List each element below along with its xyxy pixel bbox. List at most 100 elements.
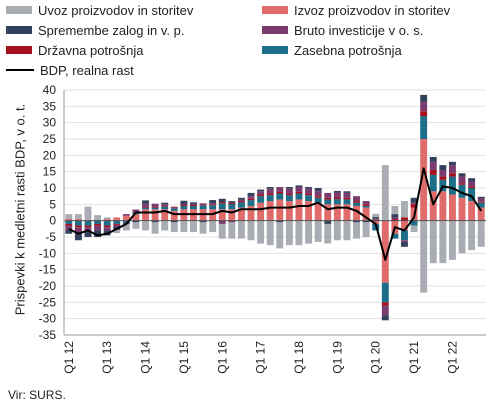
bar-segment-uvoz [218,223,226,239]
bar-segment-izvoz [333,204,341,221]
bar-segment-izvoz [237,207,245,221]
bar-segment-zasebna [170,208,178,211]
bar-segment-izvoz [218,209,226,221]
bar-segment-zasebna [199,205,207,210]
bar-segment-zaloge [343,191,351,193]
bar-segment-uvoz [161,220,169,231]
gridlines [64,89,486,336]
gdp-line [68,167,483,261]
bar-segment-izvoz [266,201,274,221]
legend-swatch-uvoz [6,6,32,14]
bar-segment-bruto [410,202,418,205]
bar-segment-zasebna [429,174,437,192]
x-tick-label: Q1 16 [215,341,229,374]
bar-segment-bruto [468,181,476,187]
y-tick-label: 25 [43,132,57,146]
bar-segment-drzavna [362,204,370,206]
bar-segment-izvoz [228,209,236,221]
bar-segment-bruto [257,191,265,195]
bar-segment-izvoz [324,204,332,221]
bar-segment-izvoz [362,207,370,221]
bar-segment-zasebna [285,195,293,202]
bar-segment-izvoz [161,209,169,221]
bar-segment-bruto [266,188,274,194]
bar-segment-uvoz [190,220,197,233]
bar-segment-zasebna [228,204,236,210]
bar-segment-drzavna [468,186,476,188]
y-tick-label: 40 [43,83,57,97]
bar-segment-uvoz [142,220,149,231]
bar-segment-uvoz [103,217,111,220]
legend-label-bruto: Bruto investicije v o. s. [294,22,424,38]
bar-segment-zaloge [333,190,341,193]
source-note: Vir: SURS. [8,388,66,402]
x-tick-label: Q1 19 [330,341,344,374]
bar-segment-drzavna [295,191,303,194]
bar-segment-drzavna [333,197,341,200]
bar-segment-bruto [401,240,408,242]
legend-swatch-bruto [262,26,288,34]
y-tick-label: 35 [43,99,57,113]
bar-segment-drzavna [410,204,418,208]
bar-segment-zaloge [161,202,169,205]
bar-segment-zaloge [458,173,466,177]
y-tick-label: 5 [49,197,56,211]
bar-segment-izvoz [477,207,485,221]
bar-segment-drzavna [439,176,447,180]
bar-segment-zaloge [410,197,418,203]
legend-label-izvoz: Izvoz proizvodov in storitev [294,2,451,18]
bar-segment-zaloge [237,197,245,200]
bar-segment-zaloge [170,220,178,223]
bar-segment-bruto [362,201,370,205]
legend-swatch-zasebna [262,46,288,54]
bar-segment-zaloge [228,201,236,203]
bar-segment-zaloge [468,178,476,182]
bar-segment-bruto [237,199,245,202]
bar-segment-bruto [94,225,102,231]
bar-segment-zasebna [122,220,130,223]
bar-segment-izvoz [314,202,322,221]
bar-segment-zaloge [305,187,313,189]
y-tick-label: -35 [39,328,57,342]
bar-segment-uvoz [362,222,370,237]
bar-segment-drzavna [305,193,313,196]
bar-segment-izvoz [113,217,121,221]
bar-segment-uvoz [180,220,188,233]
bar-segment-zasebna [295,193,303,200]
x-tick-label: Q1 13 [100,341,114,374]
bar-segment-bruto [142,203,149,207]
bar-segment-drzavna [401,217,408,221]
bar-segment-drzavna [103,225,111,228]
bar-segment-izvoz [247,205,255,221]
legend-label-zaloge: Spremembe zalog in v. p. [38,22,185,38]
bar-segment-izvoz [170,210,178,221]
bar-segment-zasebna [401,230,408,241]
bar-segment-uvoz [429,220,437,264]
x-tick-label: Q1 15 [177,341,191,374]
x-tick-label: Q1 17 [254,341,268,374]
bar-segment-zasebna [314,197,322,203]
bar-segment-bruto [199,203,207,205]
bar-segment-izvoz [65,219,73,221]
bar-segment-izvoz [381,220,389,283]
x-tick-label: Q1 20 [369,341,383,374]
bar-segment-uvoz [458,220,466,254]
bar-segment-zasebna [266,195,274,202]
bar-segment-drzavna [190,204,197,206]
bar-segment-bruto [170,206,178,208]
bar-segment-zaloge [180,200,188,205]
bar-segment-zasebna [257,196,265,203]
bar-segment-zasebna [190,205,197,210]
bar-segment-zasebna [142,207,149,210]
bar-segment-bruto [228,220,236,223]
bar-segment-zasebna [410,220,418,226]
bar-segment-uvoz [305,220,313,244]
bar-segment-izvoz [448,194,456,221]
bar-segment-zaloge [391,214,399,218]
bar-segment-drzavna [391,219,399,221]
bar-segment-drzavna [180,204,188,206]
bar-segment-zaloge [190,202,197,204]
bar-segment-drzavna [170,207,178,209]
bar-segment-izvoz [151,209,159,221]
